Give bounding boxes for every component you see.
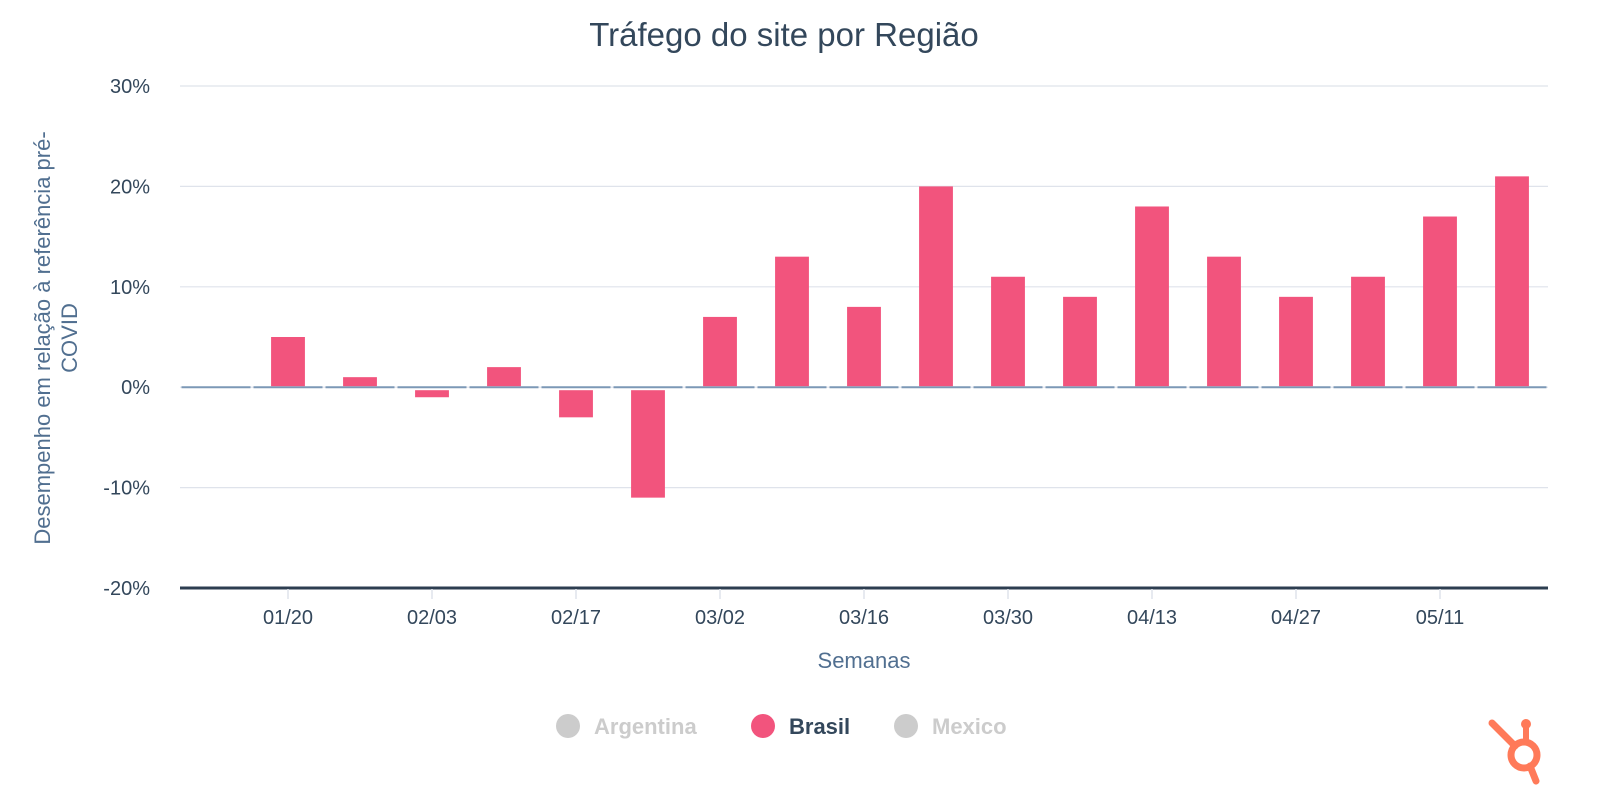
x-axis-label: Semanas	[818, 648, 911, 673]
y-tick-label: 30%	[110, 76, 150, 98]
legend-label: Mexico	[932, 714, 1007, 739]
x-tick-label: 01/20	[263, 607, 313, 629]
x-tick-label: 03/30	[983, 607, 1033, 629]
legend-item: Mexico	[894, 714, 1007, 739]
legend-marker	[751, 714, 775, 738]
y-axis-ticks: 30% 20% 10% 0% -10% -20%	[103, 76, 150, 600]
bar	[1135, 206, 1169, 387]
legend-item: Brasil	[751, 714, 850, 739]
legend-item: Argentina	[556, 714, 697, 739]
x-tick-label: 03/16	[839, 607, 889, 629]
x-tick-label: 04/13	[1127, 607, 1177, 629]
bar	[1351, 276, 1385, 387]
bar	[1063, 296, 1097, 387]
x-axis-ticks: 01/20 02/03 02/17 03/02 03/16 03/30 04/13 04/27…	[263, 589, 1464, 629]
y-axis-label-line-1: Desempenho em relação à referência pré-	[30, 131, 55, 544]
bar	[1207, 256, 1241, 387]
legend-marker	[556, 714, 580, 738]
bar	[847, 306, 881, 387]
y-axis-label-line-2: COVID	[57, 303, 82, 373]
bar	[919, 186, 953, 387]
bar	[271, 337, 305, 387]
bar	[703, 316, 737, 387]
y-tick-label: -20%	[103, 578, 150, 600]
y-tick-label: -10%	[103, 478, 150, 500]
bar	[631, 390, 665, 498]
hubspot-sprocket-icon	[1488, 719, 1541, 785]
legend-marker	[894, 714, 918, 738]
bar	[559, 390, 593, 418]
legend-label: Argentina	[594, 714, 697, 739]
bar	[1495, 176, 1529, 387]
x-tick-label: 03/02	[695, 607, 745, 629]
grid-lines	[180, 85, 1548, 489]
y-tick-label: 0%	[121, 377, 150, 399]
bar	[1279, 296, 1313, 387]
x-tick-label: 04/27	[1271, 607, 1321, 629]
bar	[415, 390, 449, 398]
y-axis-label: Desempenho em relação à referência pré- …	[30, 131, 82, 544]
y-tick-label: 20%	[110, 176, 150, 198]
bar	[487, 367, 521, 387]
chart-title: Tráfego do site por Região	[589, 16, 979, 53]
legend-label: Brasil	[789, 714, 850, 739]
legend: Argentina Brasil Mexico	[556, 714, 1007, 739]
x-tick-label: 02/03	[407, 607, 457, 629]
y-tick-label: 10%	[110, 277, 150, 299]
x-tick-label: 02/17	[551, 607, 601, 629]
x-tick-label: 05/11	[1416, 607, 1465, 629]
bar	[1423, 216, 1457, 387]
bar	[343, 377, 377, 387]
bar	[775, 256, 809, 387]
bar-series	[271, 176, 1529, 498]
bar	[991, 276, 1025, 387]
